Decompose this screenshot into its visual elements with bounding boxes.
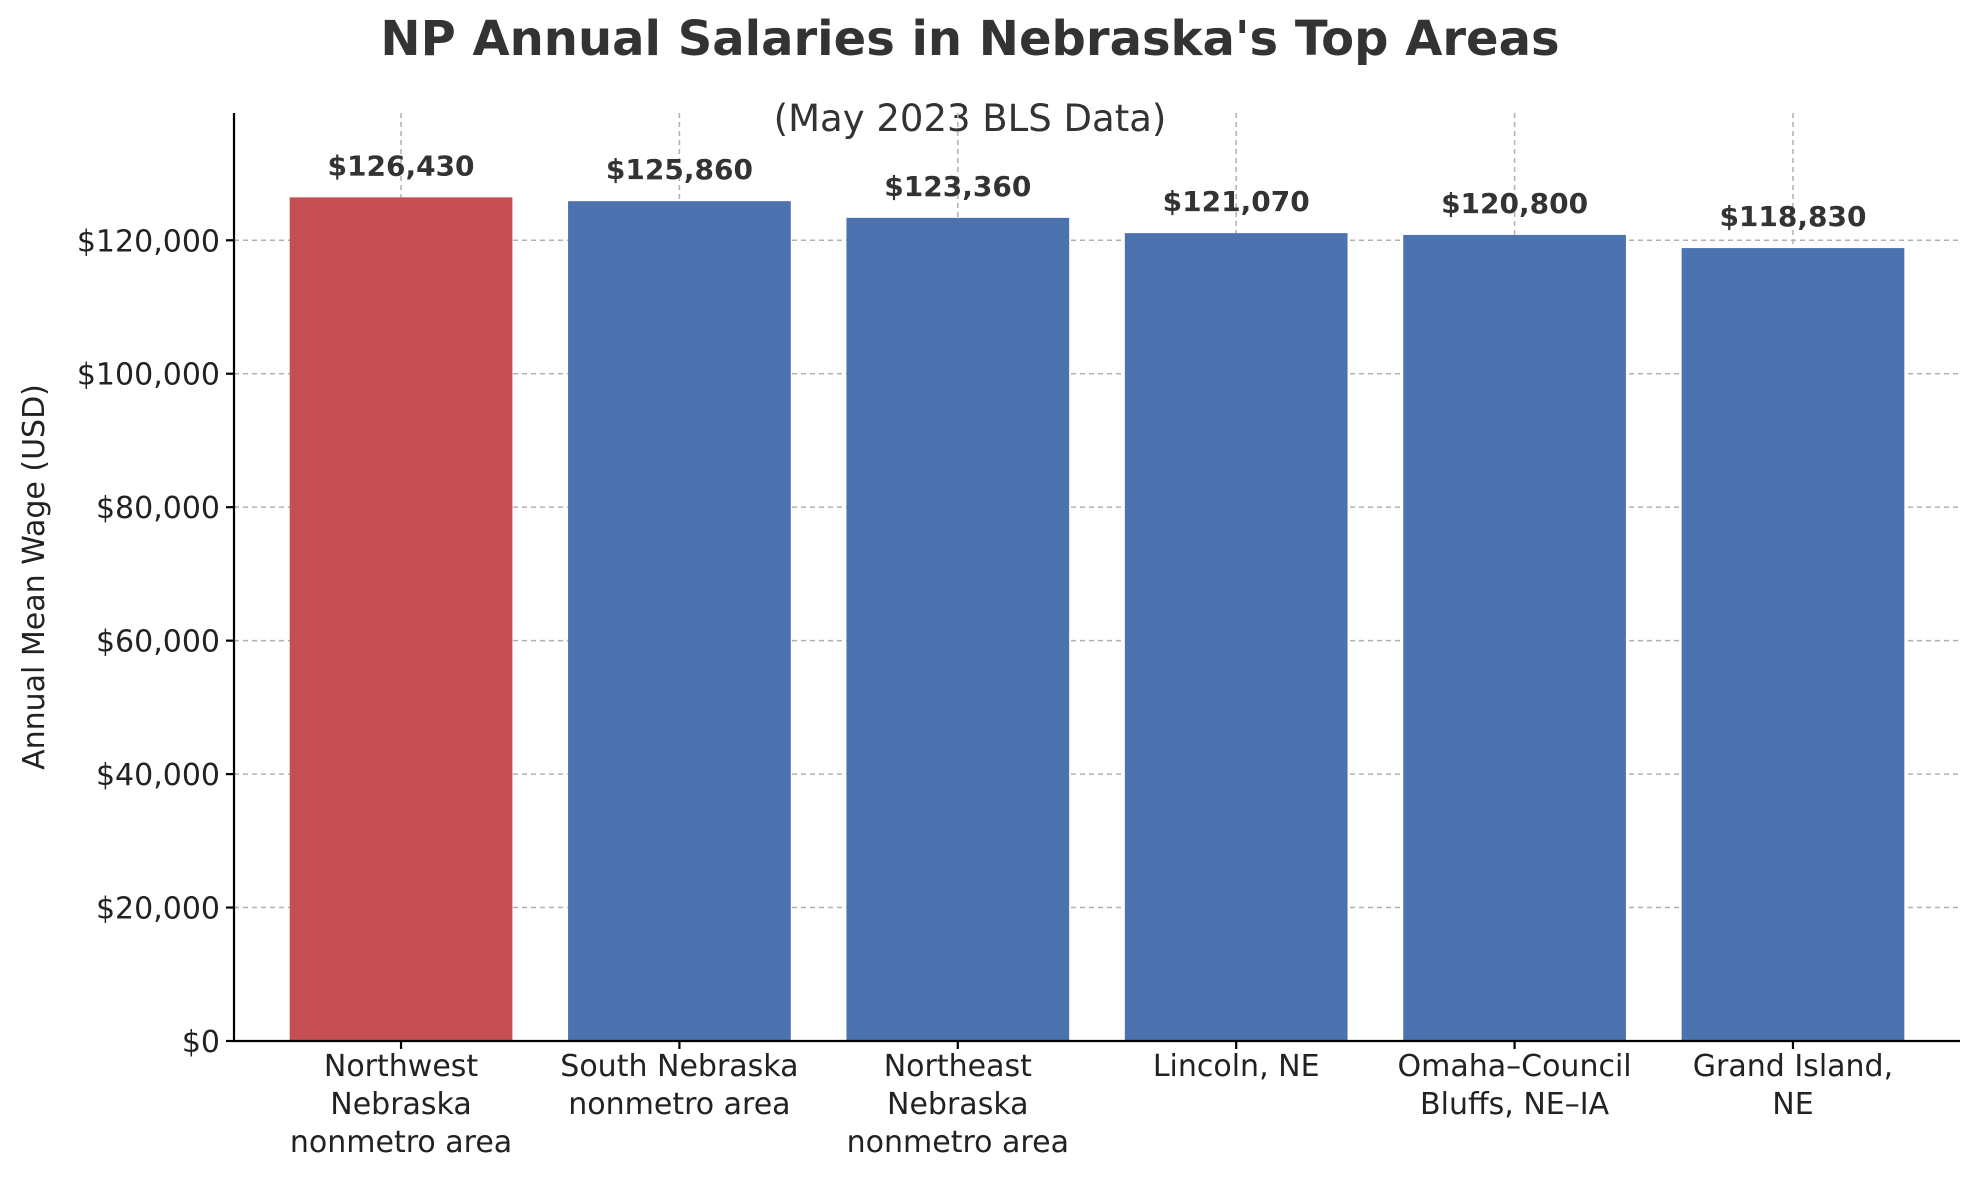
y-tick-label: $80,000 — [96, 491, 220, 526]
bar-value-label: $125,860 — [606, 153, 753, 186]
y-tick-label: $0 — [182, 1025, 220, 1060]
x-tick-label-line: Nebraska — [330, 1087, 472, 1122]
y-tick-label: $100,000 — [77, 358, 220, 393]
y-tick-label: $60,000 — [96, 625, 220, 660]
bar — [846, 217, 1070, 1041]
bar-value-label: $126,430 — [328, 149, 475, 182]
y-axis-label: Annual Mean Wage (USD) — [17, 384, 52, 770]
x-tick-label: Omaha–Council Bluffs, NE–IA — [1398, 1049, 1632, 1122]
chart-subtitle: (May 2023 BLS Data) — [774, 97, 1167, 140]
bar — [1403, 234, 1626, 1041]
x-tick-label-line: nonmetro area — [847, 1125, 1069, 1160]
x-tick-label-line: Bluffs, NE–IA — [1420, 1087, 1610, 1122]
x-tick-label-line: Omaha–Council — [1398, 1049, 1632, 1084]
y-tick-label: $20,000 — [96, 892, 220, 927]
axes — [226, 113, 1960, 1049]
x-tick-label-line: Grand Island, — [1693, 1049, 1893, 1084]
bar — [1681, 248, 1905, 1042]
x-tick-label: Northwest Nebraska nonmetro area — [290, 1049, 512, 1160]
x-tick-label-line: nonmetro area — [568, 1087, 790, 1122]
chart-title: NP Annual Salaries in Nebraska's Top Are… — [380, 11, 1559, 67]
x-tick-label: Northeast Nebraska nonmetro area — [847, 1049, 1069, 1160]
bar — [289, 197, 513, 1041]
y-tick-label: $120,000 — [77, 224, 220, 259]
x-tick-label-line: Northwest — [324, 1049, 479, 1084]
x-tick-label-line: Lincoln, NE — [1153, 1049, 1320, 1084]
bar — [568, 201, 791, 1041]
x-tick-label-line: Nebraska — [887, 1087, 1029, 1122]
bar-value-label: $123,360 — [884, 170, 1031, 203]
x-tick-label-line: NE — [1772, 1087, 1813, 1122]
x-tick-label: South Nebraska nonmetro area — [560, 1049, 798, 1122]
x-tick-label: Grand Island, NE — [1693, 1049, 1893, 1122]
y-tick-label: $40,000 — [96, 758, 220, 793]
bar-value-label: $118,830 — [1719, 200, 1866, 233]
bars — [289, 197, 1905, 1042]
x-tick-label-line: Northeast — [884, 1049, 1032, 1084]
bar — [1124, 233, 1348, 1041]
labels: $0 $20,000 $40,000 $60,000 $80,000 $100,000 $1… — [77, 149, 1893, 1160]
x-tick-label-line: nonmetro area — [290, 1125, 512, 1160]
x-tick-label-line: South Nebraska — [560, 1049, 798, 1084]
bar-value-label: $121,070 — [1163, 185, 1310, 218]
bar-value-label: $120,800 — [1441, 187, 1588, 220]
x-tick-label: Lincoln, NE — [1153, 1049, 1320, 1084]
